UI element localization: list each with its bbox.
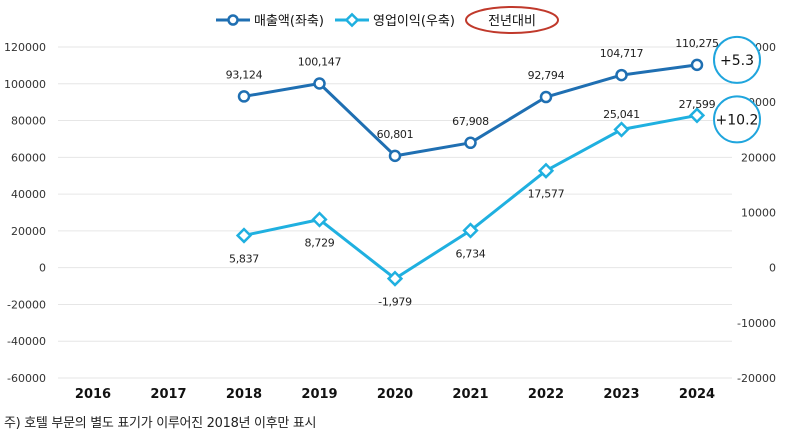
profit-point [537, 162, 555, 179]
profit-data-label: 27,599 [679, 98, 716, 111]
profit-data-label: -1,979 [378, 296, 412, 309]
yoy-badges: +5.3 +10.2 [713, 35, 761, 144]
profit-data-label: 6,734 [456, 248, 486, 261]
yoy-badge-circle [713, 35, 761, 84]
revenue-data-label: 104,717 [600, 47, 644, 60]
yoy-badge-circle [713, 95, 761, 144]
revenue-point [313, 77, 326, 90]
profit-point [311, 211, 328, 228]
revenue-point [388, 149, 402, 163]
legend-profit-label: 영업이익(우축) [373, 14, 455, 29]
yoy-badge-text: +10.2 [716, 112, 759, 128]
x-tick-label: 2024 [679, 387, 715, 402]
profit-data-label: 25,041 [603, 108, 640, 121]
x-tick-label: 2018 [226, 387, 262, 402]
left-tick-label: 120000 [4, 41, 46, 54]
yoy-badge-text: +5.3 [720, 53, 754, 69]
profit-data-label: 17,577 [528, 188, 565, 201]
grid-lines [58, 46, 732, 379]
footnote: 주) 호텔 부문의 별도 표기가 이루어진 2018년 이후만 표시 [4, 416, 317, 431]
legend-item-yoy: 전년대비 [465, 6, 559, 34]
legend: 매출액(좌축) 영업이익(우축) 전년대비 [216, 6, 559, 34]
x-tick-label: 2016 [75, 387, 111, 402]
left-axis: -60000 -40000 -20000 0 20000 40000 60000 80000 1… [4, 41, 46, 385]
revenue-point [539, 90, 553, 104]
right-tick-label: 10000 [741, 207, 776, 220]
revenue-point [615, 68, 628, 82]
legend-item-revenue: 매출액(좌축) [216, 14, 324, 29]
profit-data-label: 8,729 [305, 237, 335, 250]
revenue-point [237, 90, 251, 103]
left-tick-label: 0 [39, 262, 46, 275]
revenue-point [690, 58, 704, 72]
revenue-data-label: 67,908 [452, 115, 489, 128]
profit-point [462, 222, 479, 239]
profit-point [386, 270, 404, 287]
left-tick-label: 80000 [11, 115, 46, 128]
left-tick-label: 60000 [11, 151, 46, 164]
left-tick-label: -20000 [7, 298, 46, 311]
revenue-point [464, 136, 477, 150]
revenue-data-label: 110,275 [675, 37, 719, 50]
right-tick-label: -20000 [737, 372, 776, 385]
revenue-data-label: 100,147 [298, 56, 342, 69]
legend-revenue-marker-icon [227, 14, 239, 26]
x-tick-label: 2019 [301, 387, 337, 402]
left-tick-label: -40000 [7, 335, 46, 348]
x-tick-label: 2023 [603, 387, 639, 402]
x-tick-label: 2020 [377, 387, 413, 402]
profit-point [235, 227, 253, 244]
x-tick-label: 2022 [528, 387, 564, 402]
x-axis: 2016 2017 2018 2019 2020 2021 2022 2023 2024 [75, 387, 715, 402]
series-layer [235, 58, 706, 287]
left-tick-label: 20000 [11, 225, 46, 238]
profit-point [688, 107, 706, 124]
left-tick-label: 100000 [4, 78, 46, 91]
data-labels: 93,124 100,147 60,801 67,908 92,794 104,717 11… [226, 37, 720, 309]
right-tick-label: 20000 [741, 151, 776, 164]
yoy-ellipse-icon [465, 6, 559, 34]
legend-item-profit: 영업이익(우축) [335, 12, 455, 29]
right-tick-label: 0 [769, 262, 776, 275]
legend-profit-marker-icon [344, 12, 360, 28]
revenue-data-label: 92,794 [528, 69, 565, 82]
right-tick-label: -10000 [737, 317, 776, 330]
x-tick-label: 2021 [452, 387, 488, 402]
left-tick-label: 40000 [11, 188, 46, 201]
x-tick-label: 2017 [150, 387, 186, 402]
profit-point [613, 121, 630, 138]
legend-revenue-label: 매출액(좌축) [254, 14, 324, 29]
revenue-data-label: 60,801 [377, 128, 414, 141]
revenue-data-label: 93,124 [226, 68, 263, 81]
profit-data-label: 5,837 [229, 252, 259, 265]
legend-yoy-label: 전년대비 [488, 14, 536, 29]
left-tick-label: -60000 [7, 372, 46, 385]
